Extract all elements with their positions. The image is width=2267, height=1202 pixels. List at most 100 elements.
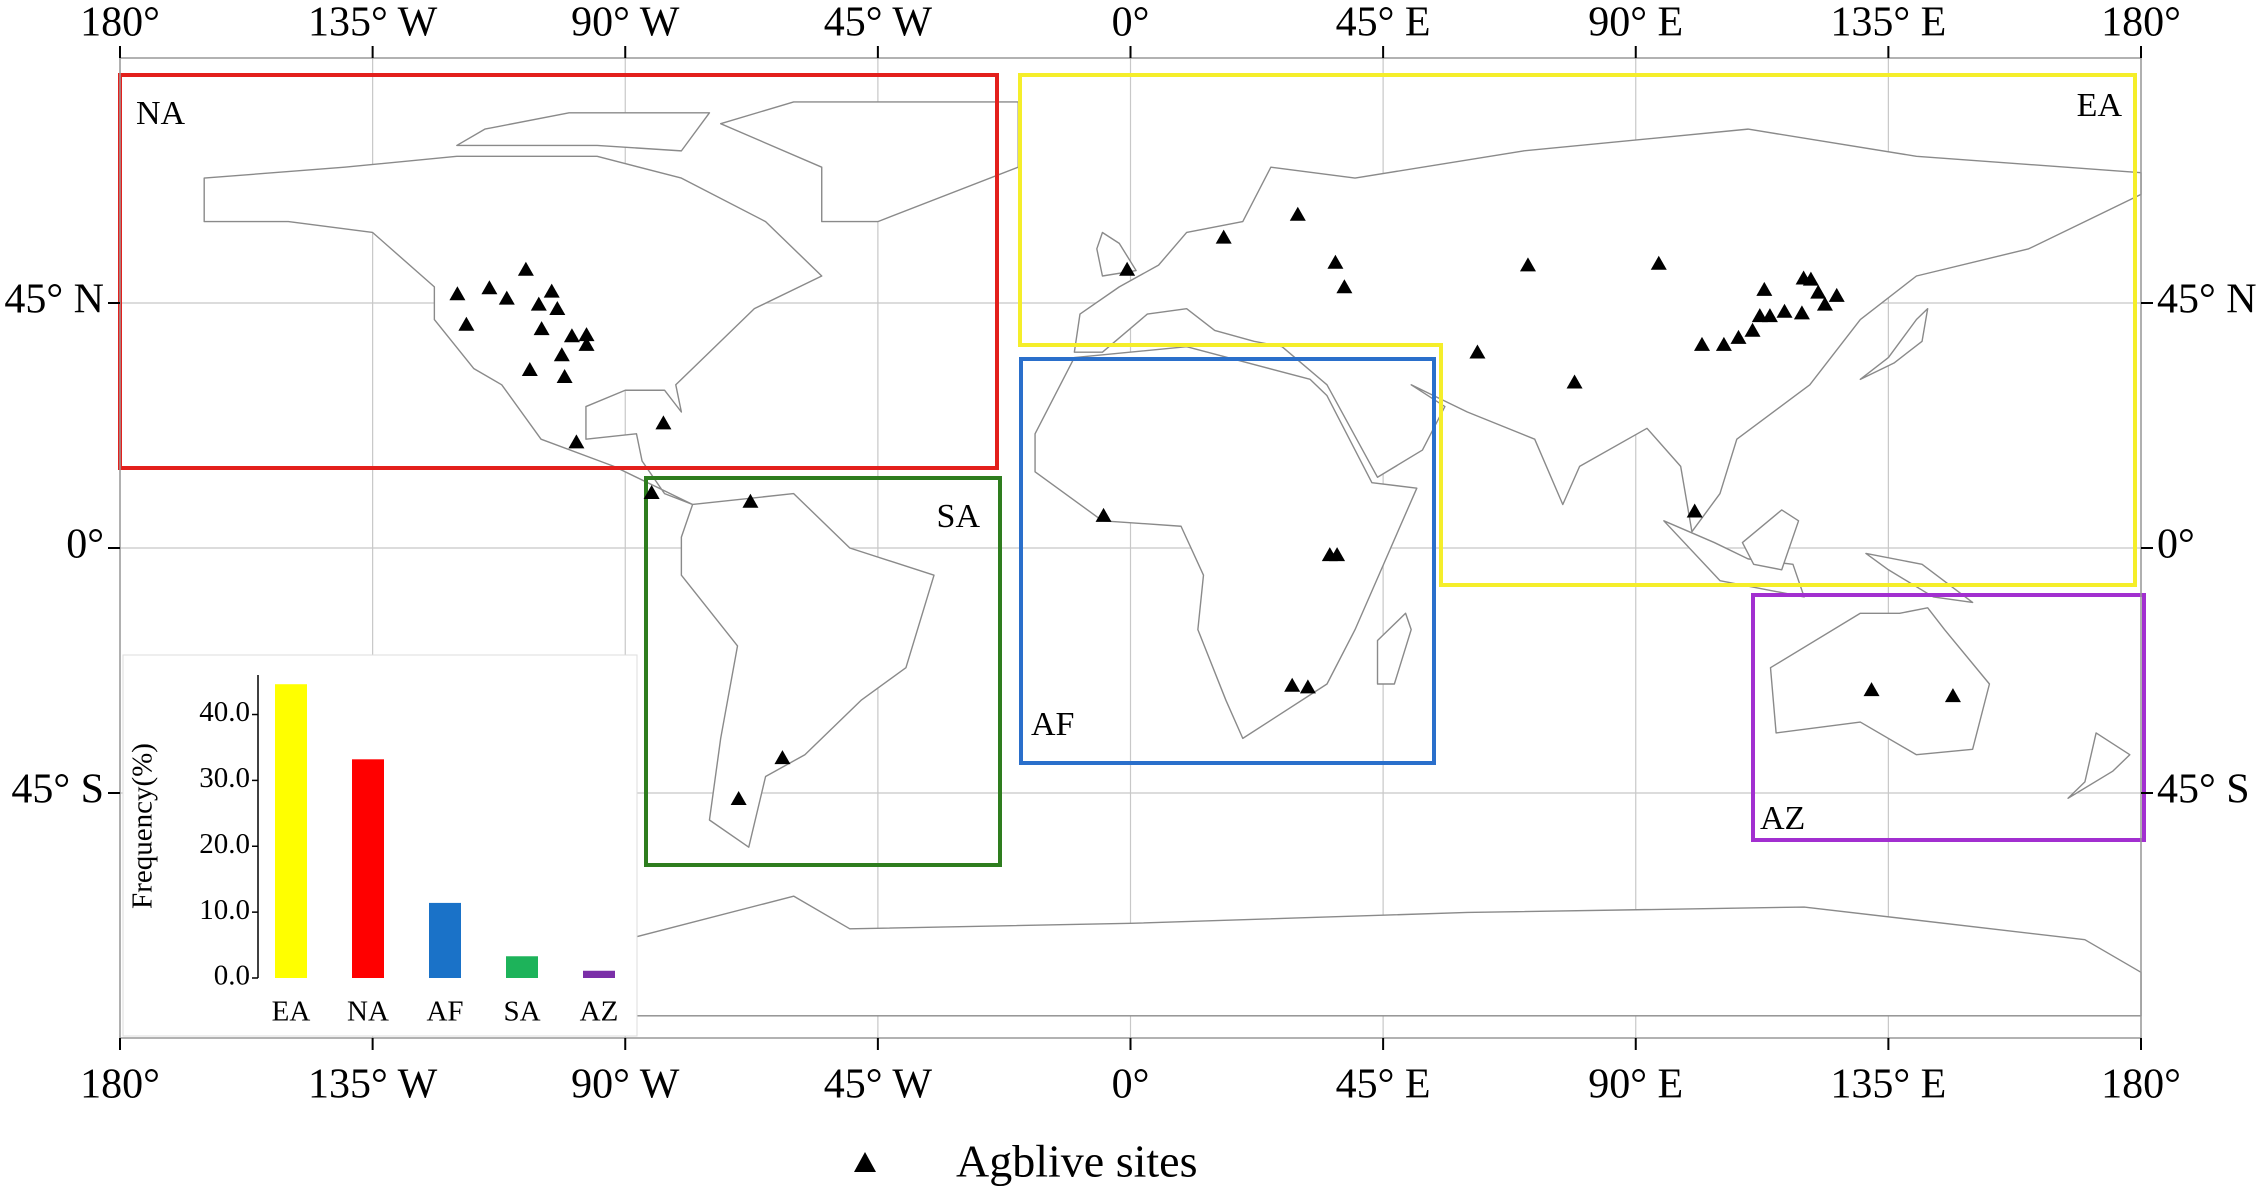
africa <box>1035 347 1417 739</box>
indonesia <box>1664 521 1804 597</box>
site-marker <box>1863 682 1880 697</box>
site-marker <box>1816 296 1833 311</box>
site-marker <box>1299 679 1316 694</box>
site-marker <box>568 434 585 449</box>
y-axis-label: Frequency(%) <box>127 743 159 909</box>
y-tick-label: 0° <box>66 522 104 568</box>
site-marker <box>1802 271 1819 286</box>
site-marker <box>481 280 498 295</box>
x-tick-label: 45° W <box>824 1062 933 1108</box>
y-tick-label: 45° S <box>11 767 104 813</box>
australia <box>1770 608 1989 755</box>
x-tick-label: AF <box>426 996 463 1028</box>
site-marker <box>1519 257 1536 272</box>
site-marker <box>578 336 595 351</box>
sites <box>449 206 1961 805</box>
site-marker <box>1715 336 1732 351</box>
site-marker <box>1336 279 1353 294</box>
x-tick-label: 180° <box>80 0 160 46</box>
site-marker <box>742 493 759 508</box>
x-tick-label: 45° W <box>824 0 933 46</box>
site-marker <box>1810 284 1827 299</box>
japan <box>1860 309 1927 380</box>
site-marker <box>1329 547 1346 562</box>
site-marker <box>1751 308 1768 323</box>
bar <box>275 684 307 978</box>
site-marker <box>1095 507 1112 522</box>
site-marker <box>1828 287 1845 302</box>
site-marker <box>1944 688 1961 703</box>
x-tick-label: 90° E <box>1588 0 1683 46</box>
arctic-islands <box>457 113 710 151</box>
borneo <box>1742 510 1798 570</box>
x-tick-label: 135° E <box>1830 0 1946 46</box>
site-marker <box>1793 305 1810 320</box>
x-tick-label: 180° <box>2101 1062 2181 1108</box>
site-marker <box>1730 329 1747 344</box>
x-tick-label: 180° <box>80 1062 160 1108</box>
site-marker <box>1469 344 1486 359</box>
site-marker <box>563 328 580 343</box>
site-marker <box>556 369 573 384</box>
y-tick-label: 45° N <box>4 277 104 323</box>
site-marker <box>1686 503 1703 518</box>
antarctica <box>625 896 2141 1016</box>
site-marker <box>1650 255 1667 270</box>
site-marker <box>530 296 547 311</box>
greenland <box>721 102 1019 222</box>
x-tick-label: 45° E <box>1336 0 1431 46</box>
madagascar <box>1378 613 1412 684</box>
x-tick-label: 90° W <box>571 0 680 46</box>
bar <box>583 970 615 978</box>
site-marker <box>1119 261 1136 276</box>
site-marker <box>1289 206 1306 221</box>
south-america <box>681 494 934 848</box>
site-marker <box>458 316 475 331</box>
site-marker <box>498 290 515 305</box>
x-tick-label: 45° E <box>1336 1062 1431 1108</box>
y-tick-label: 0° <box>2157 522 2195 568</box>
bar <box>352 759 384 978</box>
site-marker <box>549 300 566 315</box>
site-marker <box>643 485 660 500</box>
site-marker <box>521 361 538 376</box>
region-label: EA <box>2077 87 2123 124</box>
x-tick-label: 90° E <box>1588 1062 1683 1108</box>
x-tick-label: EA <box>272 996 311 1028</box>
inset-chart: 0.0 10.0 20.0 30.0 40.0 EA NA AF SA AZ <box>199 675 618 1028</box>
x-tick-label: AZ <box>580 996 619 1028</box>
bar <box>429 902 461 978</box>
region-box <box>1751 593 2146 842</box>
site-marker <box>1776 303 1793 318</box>
region-label: AF <box>1031 706 1074 743</box>
y-tick-label: 30.0 <box>199 762 250 794</box>
site-marker <box>449 286 466 301</box>
x-tick-label: SA <box>503 996 540 1028</box>
x-tick-label: NA <box>347 996 389 1028</box>
region-box <box>1019 357 1436 765</box>
region-label: SA <box>937 498 981 535</box>
site-marker <box>1761 308 1778 323</box>
bar <box>506 956 538 978</box>
y-tick-label: 45° N <box>2157 277 2257 323</box>
y-tick-label: 40.0 <box>199 696 250 728</box>
region-box <box>644 476 1002 867</box>
new-guinea <box>1866 553 1973 602</box>
y-tick-label: 45° S <box>2157 767 2250 813</box>
site-marker <box>533 321 550 336</box>
x-tick-label: 135° W <box>308 0 438 46</box>
site-marker <box>517 261 534 276</box>
x-tick-label: 0° <box>1112 1062 1150 1108</box>
site-marker <box>1756 281 1773 296</box>
y-tick-label: 20.0 <box>199 828 250 860</box>
x-tick-label: 0° <box>1112 0 1150 46</box>
site-marker <box>1327 254 1344 269</box>
site-marker <box>774 750 791 765</box>
legend-marker <box>854 1152 876 1172</box>
region-label: NA <box>136 95 186 132</box>
y-tick-label: 0.0 <box>214 960 250 992</box>
site-marker <box>1284 677 1301 692</box>
x-tick-label: 180° <box>2101 0 2181 46</box>
